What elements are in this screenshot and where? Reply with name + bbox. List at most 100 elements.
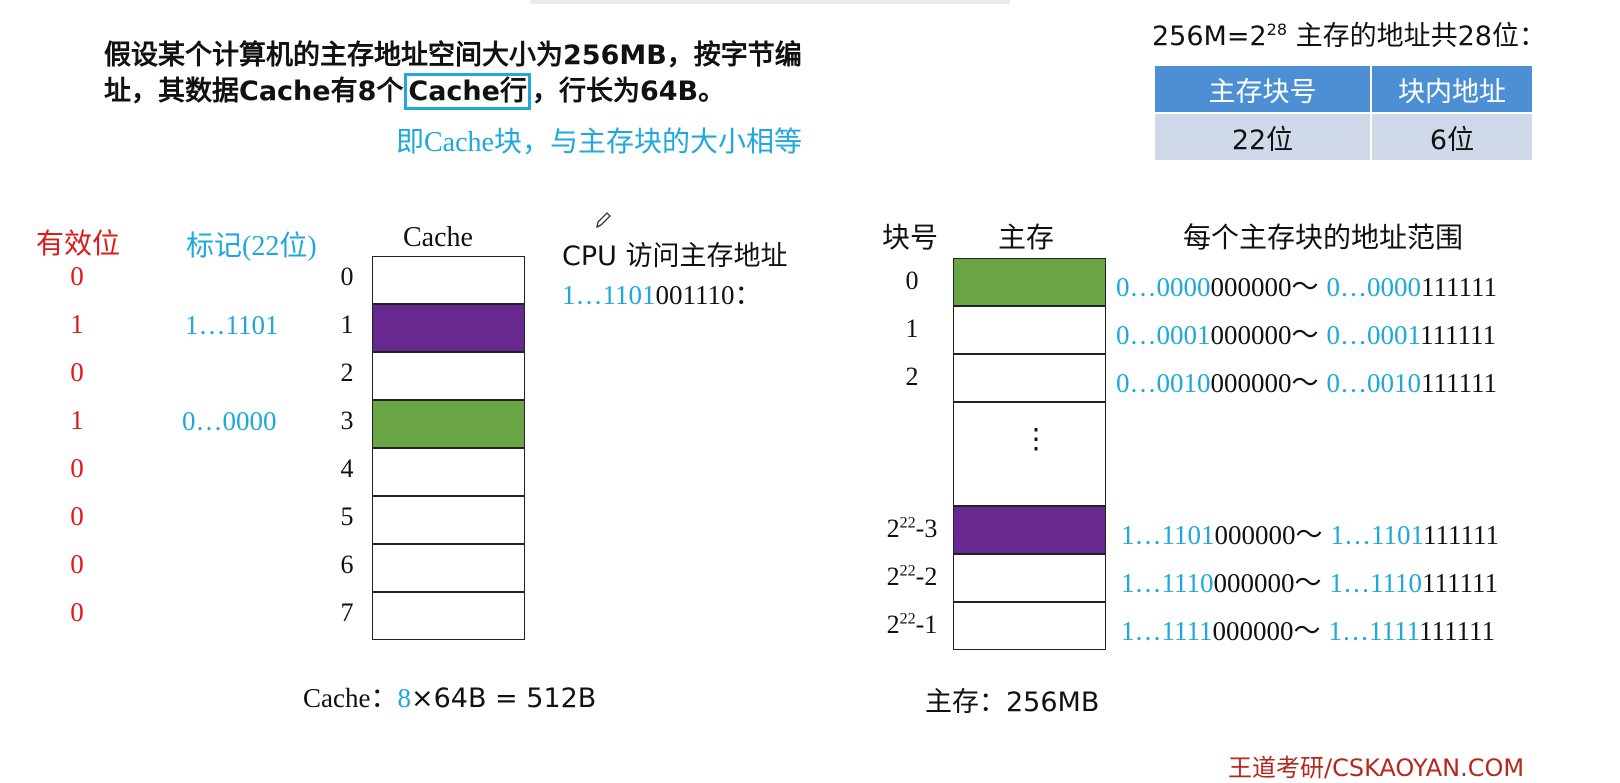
problem-line-2: 址，其数据Cache有8个 Cache行 ，行长为64B。	[104, 73, 802, 110]
block-address-range: 1…1111000000～ 1…1111111111	[1121, 609, 1495, 648]
block-number-bits-cell: 22位	[1155, 114, 1370, 160]
block-number-header-cell: 主存块号	[1155, 66, 1370, 112]
memory-block-index: 1	[905, 314, 919, 343]
range-start-offset-bits: 000000～	[1214, 520, 1323, 550]
block-index-exponent: 22	[899, 610, 916, 628]
cache-line	[372, 352, 525, 400]
range-start-offset-bits: 000000～	[1212, 616, 1321, 646]
memory-block-index: 0	[905, 266, 919, 295]
memory-block	[953, 602, 1106, 650]
valid-bit: 0	[70, 357, 84, 387]
cpu-address-tag-part: 1…1101	[562, 280, 656, 310]
memory-ellipsis: ⋮	[1022, 422, 1050, 455]
memory-block	[953, 354, 1106, 402]
cache-line-highlight-box: Cache行	[404, 73, 531, 110]
range-end-block-bits: 1…1111	[1328, 616, 1420, 646]
range-end-offset-bits: 111111	[1422, 568, 1498, 598]
cache-line-index: 4	[340, 454, 354, 483]
memory-block	[953, 258, 1106, 306]
cpu-address-offset-part: 001110：	[655, 280, 762, 310]
top-edge-strip	[530, 0, 1010, 4]
range-end-block-bits: 1…1101	[1330, 520, 1424, 550]
block-index-offset: -2	[915, 562, 938, 591]
range-end-offset-bits: 111111	[1419, 616, 1496, 646]
block-index-exponent: 22	[899, 562, 916, 580]
cache-line-index: 0	[340, 262, 354, 291]
block-index-exponent: 22	[899, 514, 916, 532]
problem-line-1: 假设某个计算机的主存地址空间大小为256MB，按字节编	[104, 40, 802, 71]
valid-bit: 1	[70, 309, 84, 339]
range-end-block-bits: 1…1110	[1329, 568, 1423, 598]
block-address-range: 0…0001000000～ 0…0001111111	[1116, 313, 1496, 352]
block-offset-header-cell: 块内地址	[1372, 66, 1532, 112]
cache-size-caption: Cache：8×64B = 512B	[303, 676, 596, 715]
cache-line-index: 6	[340, 550, 354, 579]
block-index-base: 2	[886, 514, 900, 543]
block-index-offset: -3	[915, 514, 938, 543]
cache-caption-count: 8	[397, 683, 411, 713]
range-start-block-bits: 1…1111	[1121, 616, 1213, 646]
cache-title: Cache	[403, 222, 473, 253]
formula-exponent: 28	[1266, 20, 1287, 39]
cache-line	[372, 592, 525, 640]
range-start-offset-bits: 000000～	[1210, 272, 1319, 302]
range-start-block-bits: 1…1110	[1121, 568, 1214, 598]
range-end-block-bits: 0…0000	[1326, 272, 1422, 302]
memory-block	[953, 554, 1106, 602]
range-start-block-bits: 1…1101	[1121, 520, 1215, 550]
block-address-range: 1…1110000000～ 1…1110111111	[1121, 561, 1498, 600]
valid-bit: 0	[70, 453, 84, 483]
address-format-value-row: 22位 6位	[1155, 114, 1532, 160]
range-start-block-bits: 0…0010	[1116, 368, 1211, 398]
range-start-offset-bits: 000000～	[1210, 368, 1319, 398]
cache-line	[372, 400, 525, 448]
range-end-offset-bits: 111111	[1421, 272, 1497, 302]
formula-base: 256M=2	[1152, 21, 1267, 52]
valid-bit-header: 有效位	[36, 227, 121, 260]
memory-size-caption: 主存：256MB	[925, 687, 1100, 718]
range-end-offset-bits: 111111	[1423, 520, 1500, 550]
tag-value: 1…1101	[185, 310, 279, 340]
address-width-formula: 256M=228 主存的地址共28位：	[1152, 14, 1546, 53]
block-address-range: 1…1101000000～ 1…1101111111	[1121, 513, 1499, 552]
cache-line-index: 3	[340, 406, 354, 435]
block-index-base: 2	[886, 610, 900, 639]
range-end-offset-bits: 111111	[1421, 368, 1497, 398]
memory-block-index: 222-2	[872, 562, 952, 592]
cache-line	[372, 256, 525, 304]
problem-statement: 假设某个计算机的主存地址空间大小为256MB，按字节编 址，其数据Cache有8…	[104, 38, 802, 110]
cache-line	[372, 496, 525, 544]
range-start-block-bits: 0…0000	[1116, 272, 1211, 302]
cache-line-index: 2	[340, 358, 354, 387]
cache-caption-prefix: Cache：	[303, 683, 398, 713]
cache-block-note: 即Cache块，与主存块的大小相等	[396, 127, 802, 158]
memory-block-index: 222-1	[872, 610, 952, 640]
memory-block-index: 2	[905, 362, 919, 391]
address-format-table: 主存块号 块内地址 22位 6位	[1153, 64, 1534, 162]
tag-header: 标记(22位)	[186, 231, 317, 262]
problem-line-2-suffix: ，行长为64B。	[531, 76, 726, 107]
memory-gap-block	[953, 402, 1106, 506]
memory-block-index: 222-3	[872, 514, 952, 544]
cache-caption-suffix: ×64B = 512B	[410, 683, 597, 714]
cache-line	[372, 544, 525, 592]
valid-bit: 1	[70, 405, 84, 435]
range-start-offset-bits: 000000～	[1210, 320, 1319, 350]
memory-block	[953, 306, 1106, 354]
block-address-range: 0…0010000000～ 0…0010111111	[1116, 361, 1497, 400]
cache-line	[372, 448, 525, 496]
block-address-range: 0…0000000000～ 0…0000111111	[1116, 265, 1497, 304]
formula-text: 主存的地址共28位：	[1287, 21, 1546, 52]
problem-line-2-prefix: 址，其数据Cache有8个	[104, 76, 404, 107]
pencil-icon	[594, 210, 612, 234]
range-start-block-bits: 0…0001	[1116, 320, 1211, 350]
block-index-offset: -1	[915, 610, 938, 639]
address-range-header: 每个主存块的地址范围	[1183, 223, 1464, 254]
range-end-block-bits: 0…0010	[1326, 368, 1422, 398]
valid-bit: 0	[70, 261, 84, 291]
cpu-access-label: CPU 访问主存地址	[562, 241, 788, 272]
block-index-base: 2	[886, 562, 900, 591]
address-format-header-row: 主存块号 块内地址	[1155, 66, 1532, 112]
cache-line-index: 1	[340, 310, 354, 339]
pencil-icon-glyph	[596, 212, 611, 229]
